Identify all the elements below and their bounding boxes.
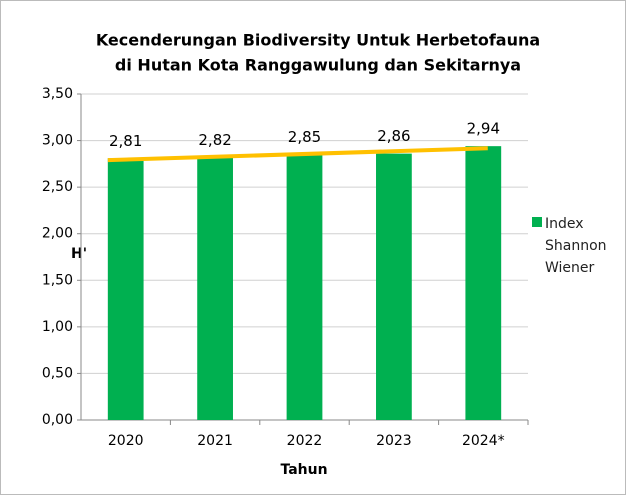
legend-label: Index Shannon Wiener [545,216,607,276]
chart-title: Kecenderungan Biodiversity Untuk Herbeto… [96,31,540,50]
data-label: 2,82 [198,131,231,149]
y-axis-label: H' [71,246,87,262]
x-tick-label: 2020 [108,433,144,449]
bar [286,154,323,421]
y-tick-label: 0,50 [42,365,73,381]
x-tick-label: 2023 [376,433,412,449]
y-tick-label: 1,00 [42,319,73,335]
legend-swatch [532,217,542,227]
chart-title: di Hutan Kota Ranggawulung dan Sekitarny… [115,56,521,75]
bar [465,146,502,420]
bar [107,158,144,421]
trendline [107,146,488,163]
x-tick-label: 2024* [462,433,505,449]
x-axis-label: Tahun [280,462,327,478]
x-tick-label: 2022 [287,433,323,449]
data-label: 2,81 [109,132,142,150]
y-tick-label: 1,50 [42,272,73,288]
y-tick-label: 0,00 [42,412,73,428]
data-label: 2,85 [288,128,321,146]
y-tick-label: 3,00 [42,133,73,149]
y-tick-label: 2,50 [42,179,73,195]
y-tick-label: 2,00 [42,226,73,242]
bar [376,153,412,420]
data-label: 2,86 [377,127,410,145]
y-tick-label: 3,50 [42,86,73,102]
x-tick-label: 2021 [197,433,233,449]
data-label: 2,94 [467,120,500,138]
bar [197,157,233,420]
